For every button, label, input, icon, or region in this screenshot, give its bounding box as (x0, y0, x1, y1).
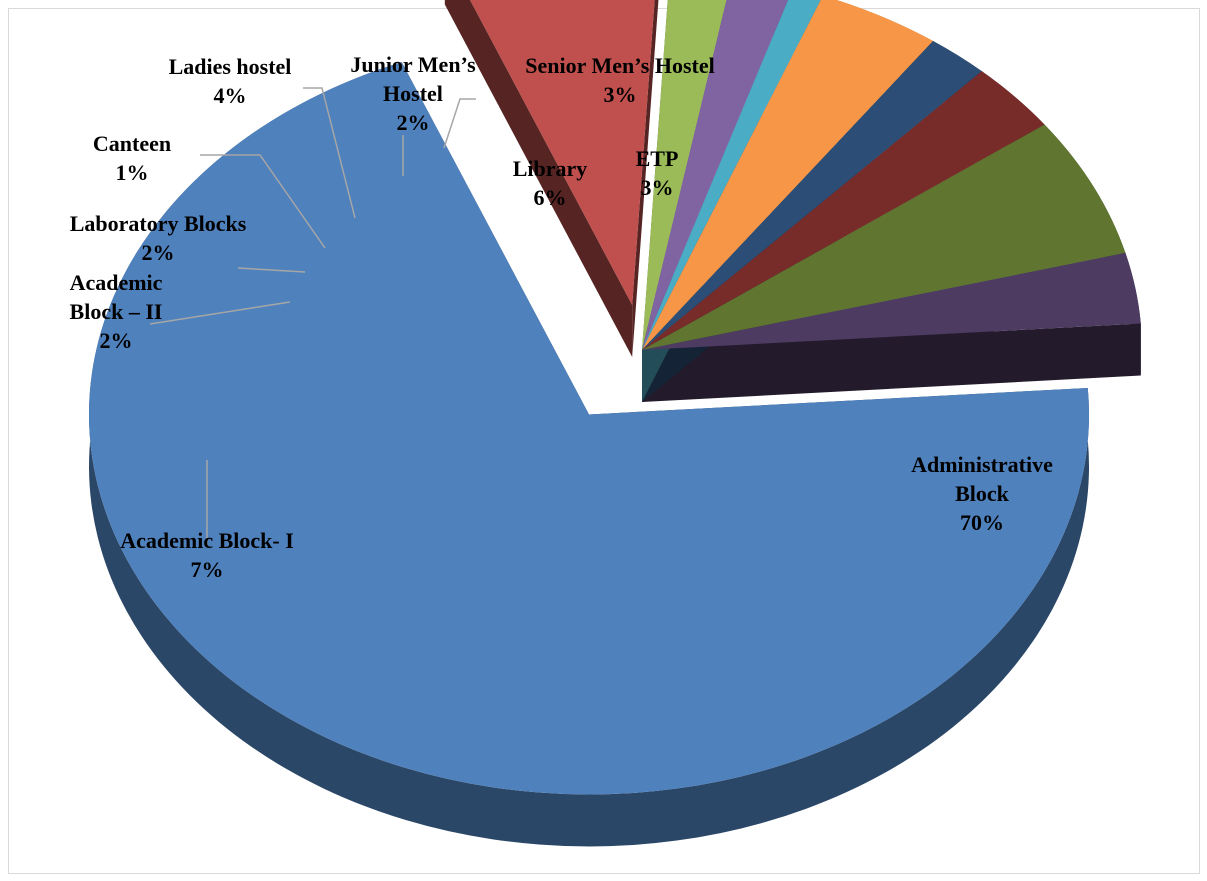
leader-line-5 (200, 154, 326, 249)
slice-label-3: Academic Block – II 2% (70, 270, 163, 353)
slice-label-2: Academic Block- I 7% (120, 528, 294, 582)
leader-line-6 (303, 87, 356, 219)
pie-slice-4 (642, 0, 789, 350)
leader-lines (149, 87, 476, 545)
pie-slice-3 (642, 0, 727, 350)
leader-line-4 (237, 267, 306, 273)
slice-label-8: Senior Men’s Hostel 3% (525, 53, 714, 107)
pie-slice-1 (89, 62, 1090, 795)
pie-slice-6 (642, 0, 934, 350)
pie-top-layer (89, 0, 1141, 795)
slice-label-6: Ladies hostel 4% (169, 54, 292, 108)
pie-slice-5 (642, 0, 821, 350)
slice-wall-2-1 (444, 0, 633, 358)
slice-label-5: Canteen 1% (93, 131, 171, 185)
slice-label-9: Library 6% (513, 156, 588, 210)
slice-label-1: Administrative Block 70% (911, 452, 1053, 535)
slice-label-7: Junior Men’s Hostel 2% (350, 52, 476, 135)
pie-slice-8 (642, 71, 1045, 350)
pie-slice-2 (470, 0, 655, 306)
slice-label-10: ETP 3% (636, 146, 679, 200)
pie-slice-10 (642, 252, 1141, 350)
pie-slice-9 (642, 124, 1126, 350)
leader-line-8 (443, 98, 476, 149)
slice-label-4: Laboratory Blocks 2% (70, 211, 247, 265)
leader-line-3 (149, 301, 291, 325)
slice-wall-10-2 (642, 323, 1141, 402)
pie-slice-7 (642, 41, 982, 351)
slice-wall-2-2 (632, 0, 659, 358)
